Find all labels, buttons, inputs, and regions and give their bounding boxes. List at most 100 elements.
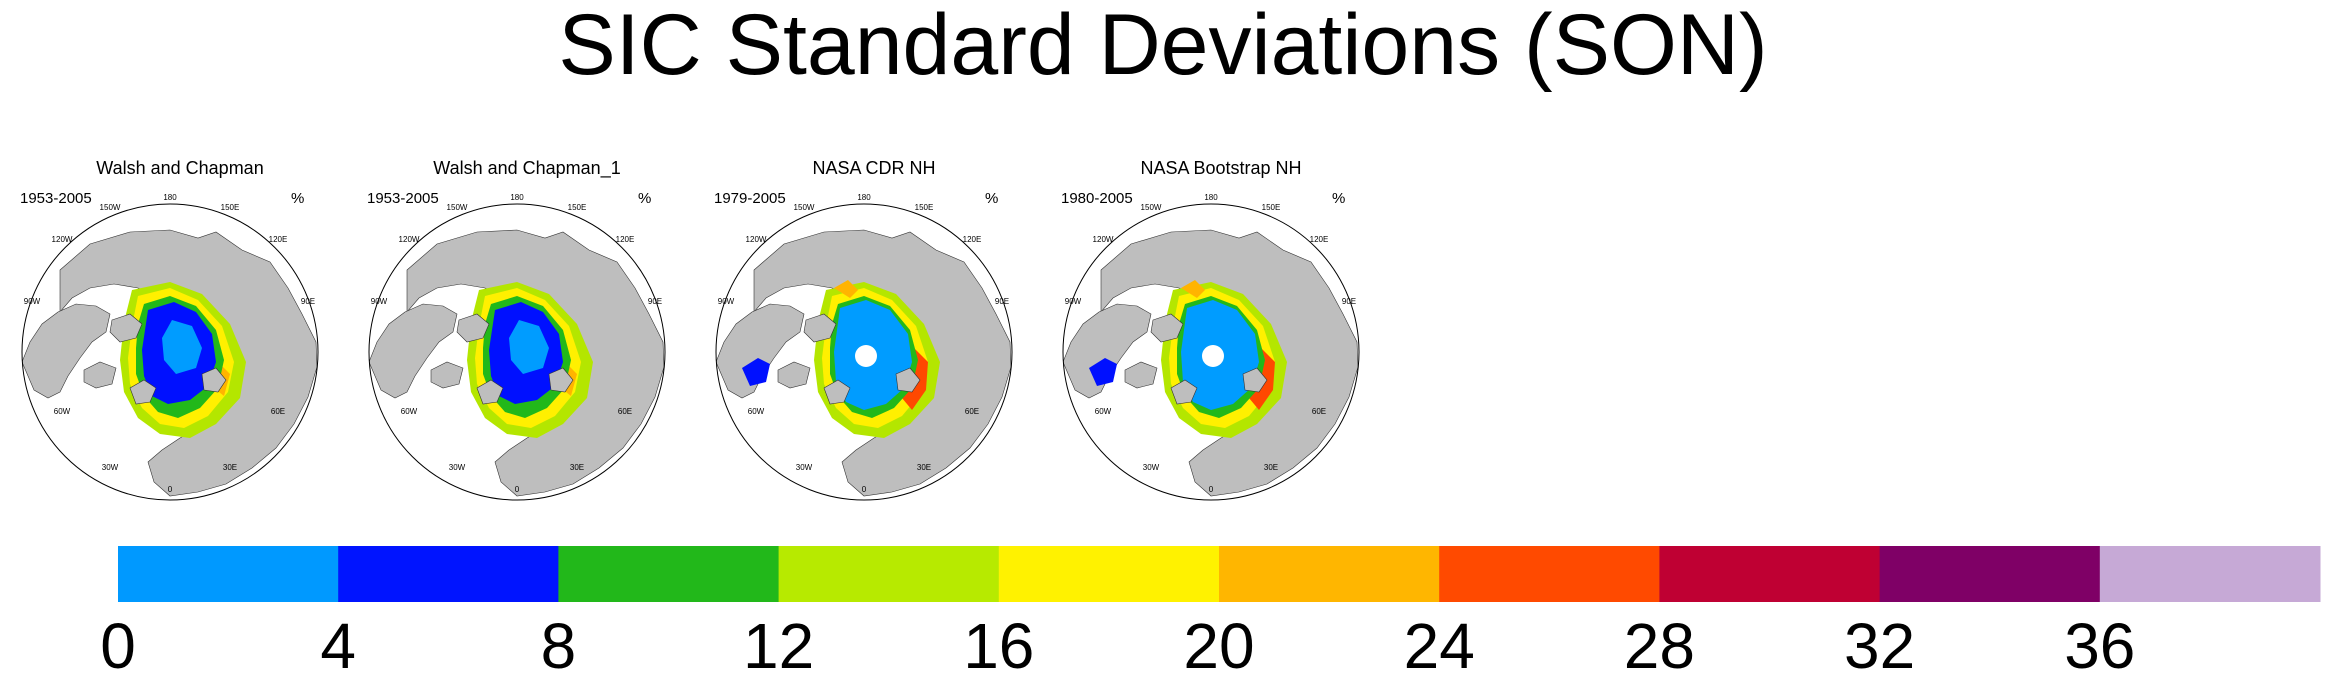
longitude-label: 150E — [1262, 203, 1281, 212]
longitude-label: 90W — [1065, 297, 1082, 306]
longitude-label: 150W — [794, 203, 815, 212]
longitude-label: 30W — [1143, 463, 1160, 472]
longitude-label: 30E — [570, 463, 584, 472]
island — [548, 367, 574, 393]
unit-label: % — [291, 190, 305, 207]
island — [129, 379, 157, 405]
longitude-label: 120W — [399, 235, 420, 244]
longitude-label: 90E — [301, 297, 315, 306]
colorbar-tick-label: 0 — [100, 610, 136, 676]
polar-stereographic-map: 180 150W 150E 120W 120E 90W 90E 60W 60E 30W 30E 0 — [1062, 193, 1360, 501]
island — [1170, 379, 1198, 405]
island — [803, 313, 837, 343]
panel-title: Walsh and Chapman — [96, 158, 264, 178]
island — [109, 313, 143, 343]
longitude-label: 90E — [648, 297, 662, 306]
island — [83, 361, 117, 389]
island — [895, 367, 921, 393]
map-boundary — [1062, 203, 1360, 501]
year-range: 1953-2005 — [367, 190, 439, 207]
longitude-label: 60W — [1095, 407, 1112, 416]
longitude-label: 120E — [616, 235, 635, 244]
map-boundary — [715, 203, 1013, 501]
longitude-label: 60E — [965, 407, 979, 416]
longitude-label: 90W — [24, 297, 41, 306]
longitude-label: 60W — [401, 407, 418, 416]
longitude-label: 60E — [271, 407, 285, 416]
colorbar-tick-label: 8 — [541, 610, 577, 676]
island — [201, 367, 227, 393]
ice-core — [509, 320, 549, 374]
longitude-label: 0 — [515, 485, 520, 494]
colorbar-swatch — [1659, 546, 1881, 602]
island — [1242, 367, 1268, 393]
colorbar-swatch — [1439, 546, 1660, 602]
colorbar-tick-label: 16 — [963, 610, 1034, 676]
pole-hole — [1202, 345, 1224, 367]
colorbar-tick-label: 12 — [743, 610, 814, 676]
map-panel-nasa-bootstrap: NASA Bootstrap NH 1980-2005 % 180 150W 150… — [1061, 150, 1381, 510]
map-layers — [369, 229, 665, 497]
polar-stereographic-map: 180 150W 150E 120W 120E 90W 90E 60W 60E 30W 30E 0 — [21, 193, 319, 501]
longitude-label: 30W — [796, 463, 813, 472]
longitude-label: 60W — [54, 407, 71, 416]
map-panel-walsh-chapman-1: Walsh and Chapman_1 1953-2005 % 180 150W 1… — [367, 150, 687, 510]
colorbar-swatch — [2099, 546, 2321, 602]
longitude-label: 150W — [100, 203, 121, 212]
map-panel-walsh-chapman: Walsh and Chapman 1953-2005 % 180 150W 150… — [20, 150, 340, 510]
colorbar-swatch — [1219, 546, 1440, 602]
longitude-label: 30E — [223, 463, 237, 472]
longitude-label: 0 — [168, 485, 173, 494]
polar-stereographic-map: 180 150W 150E 120W 120E 90W 90E 60W 60E 30W 30E 0 — [368, 193, 666, 501]
longitude-label: 180 — [163, 193, 177, 202]
land-mass — [716, 303, 805, 399]
colorbar-swatch — [558, 546, 780, 602]
longitude-label: 30E — [1264, 463, 1278, 472]
longitude-label: 30E — [917, 463, 931, 472]
year-range: 1953-2005 — [20, 190, 92, 207]
unit-label: % — [985, 190, 999, 207]
longitude-label: 120W — [52, 235, 73, 244]
longitude-label: 150E — [915, 203, 934, 212]
island — [456, 313, 490, 343]
panel-title: Walsh and Chapman_1 — [433, 158, 621, 178]
year-range: 1979-2005 — [714, 190, 786, 207]
longitude-label: 120E — [269, 235, 288, 244]
map-layers — [1063, 229, 1359, 497]
colorbar-swatch — [1879, 546, 2101, 602]
figure-title: SIC Standard Deviations (SON) — [558, 0, 1768, 93]
land-mass — [369, 303, 458, 399]
map-layers — [22, 229, 318, 497]
map-boundary — [21, 203, 319, 501]
polar-stereographic-map: 180 150W 150E 120W 120E 90W 90E 60W 60E 30W 30E 0 — [715, 193, 1013, 501]
unit-label: % — [638, 190, 652, 207]
colorbar-swatch — [118, 546, 339, 602]
longitude-label: 150E — [221, 203, 240, 212]
longitude-label: 120W — [1093, 235, 1114, 244]
longitude-label: 150W — [1141, 203, 1162, 212]
land-mass — [1063, 303, 1152, 399]
longitude-label: 60E — [618, 407, 632, 416]
longitude-label: 180 — [857, 193, 871, 202]
map-panel-nasa-cdr: NASA CDR NH 1979-2005 % 180 150W 150E 120W 1… — [714, 150, 1034, 510]
longitude-label: 30W — [102, 463, 119, 472]
longitude-label: 180 — [510, 193, 524, 202]
island — [476, 379, 504, 405]
longitude-label: 90W — [718, 297, 735, 306]
longitude-label: 30W — [449, 463, 466, 472]
island — [777, 361, 811, 389]
longitude-label: 90E — [1342, 297, 1356, 306]
longitude-label: 60E — [1312, 407, 1326, 416]
longitude-label: 90W — [371, 297, 388, 306]
longitude-label: 150E — [568, 203, 587, 212]
unit-label: % — [1332, 190, 1346, 207]
land-mass — [22, 303, 111, 399]
longitude-label: 0 — [862, 485, 867, 494]
ice-core — [162, 320, 202, 374]
island — [823, 379, 851, 405]
map-boundary — [368, 203, 666, 501]
colorbar-tick-label: 4 — [320, 610, 356, 676]
ice-edge-band — [834, 280, 858, 298]
longitude-label: 120E — [963, 235, 982, 244]
